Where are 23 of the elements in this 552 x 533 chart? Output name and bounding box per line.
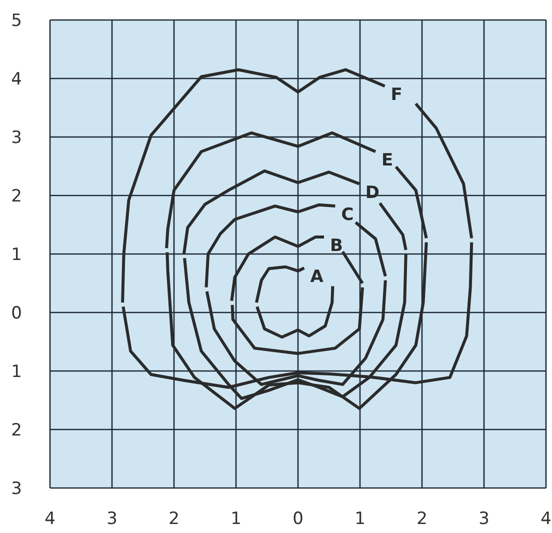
x-tick-label: 0: [292, 509, 304, 530]
y-tick-label: 5: [11, 11, 22, 32]
series-label: A: [310, 267, 324, 288]
series-label: E: [382, 150, 394, 171]
series-label: C: [341, 205, 354, 226]
y-tick-label: 4: [11, 70, 22, 90]
y-tick-label: 2: [11, 186, 22, 207]
x-tick-label: 2: [168, 509, 180, 530]
x-tick-label: 4: [44, 509, 56, 530]
x-tick-label: 3: [478, 509, 490, 530]
y-tick-label: 1: [11, 362, 22, 382]
x-tick-label: 1: [354, 509, 366, 530]
x-tick-label: 4: [540, 509, 552, 530]
series-label: B: [330, 236, 344, 256]
y-tick-label: 0: [11, 304, 22, 324]
y-tick-label: 3: [11, 128, 22, 148]
series-label: F: [390, 85, 402, 106]
x-tick-label: 2: [416, 509, 428, 530]
x-tick-label: 3: [106, 509, 118, 530]
x-tick-label: 1: [230, 509, 242, 530]
y-tick-label: 2: [11, 420, 22, 441]
y-tick-label: 3: [11, 479, 22, 500]
y-tick-label: 1: [11, 245, 22, 266]
